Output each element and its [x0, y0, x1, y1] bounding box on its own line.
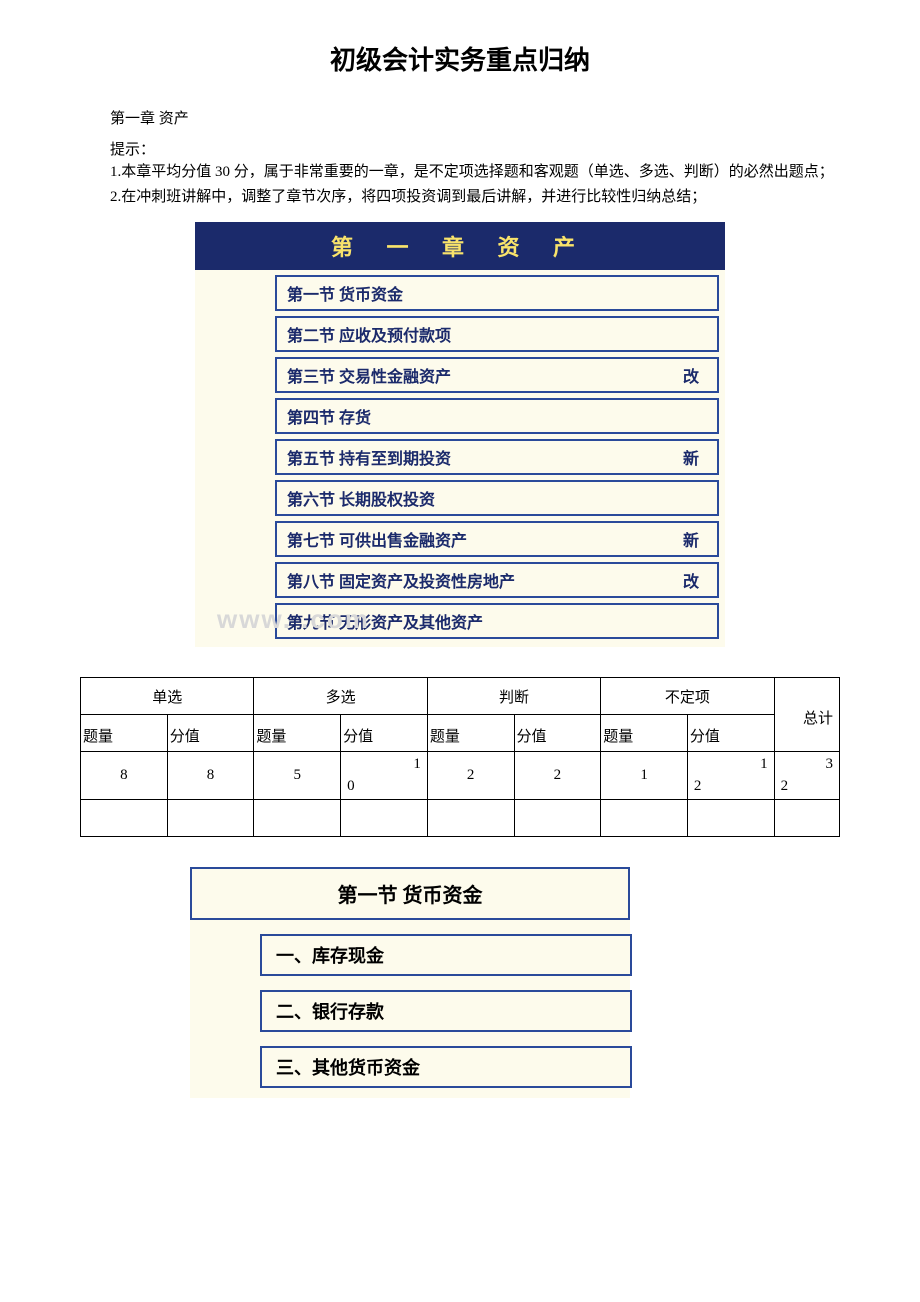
cell-value: 1	[601, 752, 688, 800]
total-header: 总计	[774, 678, 839, 752]
section1-header: 第一节 货币资金	[190, 867, 630, 920]
section-tag	[699, 404, 707, 428]
section-label: 第八节 固定资产及投资性房地产	[287, 568, 515, 592]
table-row: 题量 分值 题量 分值 题量 分值 题量 分值	[81, 715, 840, 752]
section-tag	[699, 281, 707, 305]
section-label: 第一节 货币资金	[287, 281, 403, 305]
subcol-header: 题量	[427, 715, 514, 752]
section-tag	[699, 322, 707, 346]
section1-outline: 第一节 货币资金 一、库存现金 二、银行存款 三、其他货币资金	[190, 867, 630, 1098]
section-label: 第六节 长期股权投资	[287, 486, 435, 510]
section-label: 第九节 无形资产及其他资产	[287, 609, 483, 633]
cell-value: 1 0	[341, 752, 428, 800]
hint-label: 提示：	[110, 138, 870, 159]
chapter-label: 第一章 资产	[110, 107, 870, 128]
section-label: 第四节 存货	[287, 404, 371, 428]
section-row: 第七节 可供出售金融资产 新	[275, 521, 719, 557]
cell-total: 3 2	[774, 752, 839, 800]
section1-item: 二、银行存款	[260, 990, 632, 1032]
section-row: 第三节 交易性金融资产 改	[275, 357, 719, 393]
section-row: 第五节 持有至到期投资 新	[275, 439, 719, 475]
group-header: 单选	[81, 678, 254, 715]
cell-value: 2	[514, 752, 601, 800]
table-row: 单选 多选 判断 不定项 总计	[81, 678, 840, 715]
paragraph-2: 2.在冲刺班讲解中，调整了章节次序，将四项投资调到最后讲解，并进行比较性归纳总结…	[110, 186, 870, 209]
chapter-outline-header: 第 一 章 资 产	[195, 222, 725, 270]
section-row: 第一节 货币资金	[275, 275, 719, 311]
section-tag: 改	[683, 568, 707, 592]
section-tag: 改	[683, 363, 707, 387]
section-tag	[699, 609, 707, 633]
cell-value: 8	[167, 752, 254, 800]
group-header: 不定项	[601, 678, 774, 715]
section-row: 第四节 存货	[275, 398, 719, 434]
group-header: 多选	[254, 678, 427, 715]
subcol-header: 题量	[254, 715, 341, 752]
section1-item: 一、库存现金	[260, 934, 632, 976]
section1-item: 三、其他货币资金	[260, 1046, 632, 1088]
subcol-header: 题量	[601, 715, 688, 752]
cell-value: 8	[81, 752, 168, 800]
subcol-header: 题量	[81, 715, 168, 752]
empty-cell	[427, 800, 514, 837]
empty-cell	[81, 800, 168, 837]
section-label: 第七节 可供出售金融资产	[287, 527, 467, 551]
section-row: 第六节 长期股权投资	[275, 480, 719, 516]
table-row: 8 8 5 1 0 2 2 1 1 2 3 2	[81, 752, 840, 800]
section-label: 第五节 持有至到期投资	[287, 445, 451, 469]
empty-cell	[254, 800, 341, 837]
empty-cell	[687, 800, 774, 837]
section-tag: 新	[683, 445, 707, 469]
empty-cell	[341, 800, 428, 837]
subcol-header: 分值	[687, 715, 774, 752]
page-title: 初级会计实务重点归纳	[50, 40, 870, 77]
cell-value: 5	[254, 752, 341, 800]
group-header: 判断	[427, 678, 600, 715]
empty-cell	[167, 800, 254, 837]
section-row: 第九节 无形资产及其他资产 www. .com	[275, 603, 719, 639]
paragraph-1: 1.本章平均分值 30 分，属于非常重要的一章，是不定项选择题和客观题（单选、多…	[110, 161, 870, 184]
section-tag	[699, 486, 707, 510]
section-label: 第二节 应收及预付款项	[287, 322, 451, 346]
subcol-header: 分值	[514, 715, 601, 752]
empty-cell	[601, 800, 688, 837]
section-label: 第三节 交易性金融资产	[287, 363, 451, 387]
score-table: 单选 多选 判断 不定项 总计 题量 分值 题量 分值 题量 分值 题量 分值	[80, 677, 840, 837]
empty-cell	[514, 800, 601, 837]
cell-value: 2	[427, 752, 514, 800]
subcol-header: 分值	[167, 715, 254, 752]
chapter-outline: 第 一 章 资 产 第一节 货币资金 第二节 应收及预付款项 第三节 交易性金融…	[195, 222, 725, 647]
empty-cell	[774, 800, 839, 837]
subcol-header: 分值	[341, 715, 428, 752]
section-row: 第八节 固定资产及投资性房地产 改	[275, 562, 719, 598]
section-row: 第二节 应收及预付款项	[275, 316, 719, 352]
table-row	[81, 800, 840, 837]
section-tag: 新	[683, 527, 707, 551]
cell-value: 1 2	[687, 752, 774, 800]
